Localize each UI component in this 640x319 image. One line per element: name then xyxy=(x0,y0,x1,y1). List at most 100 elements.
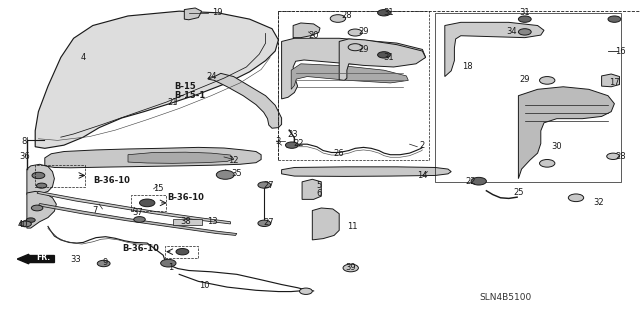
Text: B-36-10: B-36-10 xyxy=(167,193,204,202)
Circle shape xyxy=(471,177,486,185)
Text: 3: 3 xyxy=(275,137,280,146)
Circle shape xyxy=(378,52,390,58)
Polygon shape xyxy=(35,11,278,148)
Polygon shape xyxy=(37,191,230,224)
Polygon shape xyxy=(302,179,321,199)
Text: 20: 20 xyxy=(308,31,319,40)
Text: 29: 29 xyxy=(520,75,530,84)
Text: 31: 31 xyxy=(383,53,394,62)
Circle shape xyxy=(330,15,346,22)
Text: 28: 28 xyxy=(342,11,352,20)
Text: 19: 19 xyxy=(212,8,223,17)
Text: 36: 36 xyxy=(19,152,29,161)
Circle shape xyxy=(518,29,531,35)
Bar xyxy=(131,195,166,211)
Text: B-15-1: B-15-1 xyxy=(174,91,205,100)
FancyArrow shape xyxy=(17,254,54,264)
Text: 29: 29 xyxy=(358,45,369,54)
Text: 26: 26 xyxy=(334,149,344,158)
Circle shape xyxy=(258,182,271,188)
Text: 34: 34 xyxy=(507,27,517,36)
Circle shape xyxy=(32,172,45,179)
Circle shape xyxy=(348,29,362,36)
Circle shape xyxy=(378,10,390,16)
Polygon shape xyxy=(293,23,320,38)
Text: 28: 28 xyxy=(616,152,626,161)
Polygon shape xyxy=(312,208,339,240)
Polygon shape xyxy=(27,164,54,195)
Text: 33: 33 xyxy=(70,255,81,263)
Bar xyxy=(278,11,429,159)
Text: 40: 40 xyxy=(17,220,28,229)
Polygon shape xyxy=(339,39,426,80)
Text: 10: 10 xyxy=(200,281,210,290)
Bar xyxy=(165,246,198,258)
Polygon shape xyxy=(282,38,426,99)
Polygon shape xyxy=(518,87,614,179)
Text: 35: 35 xyxy=(232,169,242,178)
Text: 22: 22 xyxy=(465,177,476,186)
Text: 9: 9 xyxy=(103,258,108,267)
Circle shape xyxy=(176,249,189,255)
Text: 12: 12 xyxy=(228,156,239,165)
Circle shape xyxy=(608,16,621,22)
Polygon shape xyxy=(282,167,451,176)
Text: 24: 24 xyxy=(206,72,216,81)
Circle shape xyxy=(348,44,362,51)
Text: 39: 39 xyxy=(346,263,356,271)
Text: 30: 30 xyxy=(552,142,562,151)
Circle shape xyxy=(518,16,531,22)
Text: 21: 21 xyxy=(168,98,178,107)
Text: 13: 13 xyxy=(207,217,218,226)
Circle shape xyxy=(31,205,43,211)
Text: 8: 8 xyxy=(22,137,27,146)
Circle shape xyxy=(285,142,298,148)
Bar xyxy=(35,165,85,187)
Text: 1: 1 xyxy=(168,263,173,272)
Circle shape xyxy=(26,218,35,222)
Circle shape xyxy=(134,217,145,222)
Text: 5: 5 xyxy=(316,181,321,189)
Text: 31: 31 xyxy=(383,8,394,17)
Text: 23: 23 xyxy=(288,130,298,139)
Text: 18: 18 xyxy=(462,63,472,71)
Text: 17: 17 xyxy=(609,78,620,87)
Polygon shape xyxy=(38,204,237,235)
Circle shape xyxy=(540,160,555,167)
Bar xyxy=(173,219,202,225)
Text: 31: 31 xyxy=(520,8,530,17)
Circle shape xyxy=(607,153,620,160)
Polygon shape xyxy=(445,22,544,77)
Circle shape xyxy=(216,170,234,179)
Polygon shape xyxy=(184,8,202,20)
Polygon shape xyxy=(27,191,56,228)
Text: 22: 22 xyxy=(294,139,304,148)
Polygon shape xyxy=(45,147,261,168)
Text: 2: 2 xyxy=(420,141,425,150)
Text: B-15: B-15 xyxy=(175,82,196,91)
Text: 37: 37 xyxy=(132,208,143,217)
Polygon shape xyxy=(128,152,234,163)
Circle shape xyxy=(568,194,584,202)
Circle shape xyxy=(36,183,47,188)
Text: 16: 16 xyxy=(616,47,626,56)
Circle shape xyxy=(161,259,176,267)
Text: 11: 11 xyxy=(347,222,357,231)
Text: B-36-10: B-36-10 xyxy=(93,176,131,185)
Text: 6: 6 xyxy=(316,189,321,198)
Polygon shape xyxy=(291,64,408,89)
Circle shape xyxy=(343,264,358,272)
Text: 27: 27 xyxy=(264,181,274,189)
Text: B-36-10: B-36-10 xyxy=(122,244,159,253)
Text: 38: 38 xyxy=(180,217,191,226)
Text: 27: 27 xyxy=(264,218,274,227)
Text: 14: 14 xyxy=(417,171,428,180)
Text: 4: 4 xyxy=(81,53,86,62)
Text: 29: 29 xyxy=(358,27,369,36)
Circle shape xyxy=(140,199,155,207)
Polygon shape xyxy=(602,74,620,87)
Polygon shape xyxy=(208,73,282,128)
Circle shape xyxy=(20,221,31,227)
Text: 32: 32 xyxy=(593,198,604,207)
Circle shape xyxy=(300,288,312,294)
